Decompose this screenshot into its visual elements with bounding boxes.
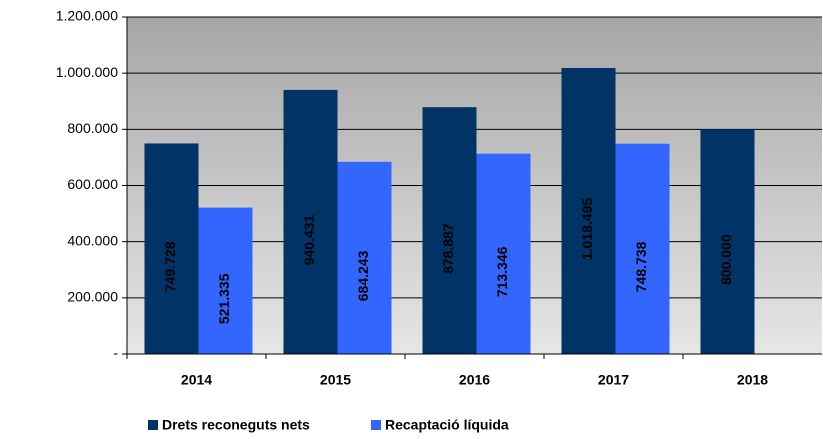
legend-swatch (148, 420, 158, 430)
value-label: 684.243 (355, 250, 371, 301)
bar (615, 143, 670, 354)
bar (561, 67, 616, 354)
value-label: 749.728 (162, 241, 178, 292)
value-label: 1.018.495 (579, 198, 595, 260)
y-tick-label: 200.000 (67, 289, 118, 305)
bar (422, 107, 477, 355)
legend-label: Recaptació líquida (385, 417, 509, 433)
legend-swatch (371, 420, 381, 430)
value-label: 940.431 (301, 214, 317, 265)
y-tick-label: 800.000 (67, 120, 118, 136)
y-tick-label: 1.200.000 (56, 8, 118, 24)
bar (283, 89, 338, 354)
bar (144, 143, 199, 354)
value-label: 713.346 (494, 246, 510, 297)
y-tick-label: - (113, 345, 118, 361)
y-tick-label: 600.000 (67, 176, 118, 192)
x-tick-label: 2014 (181, 372, 212, 388)
y-tick-label: 1.000.000 (56, 64, 118, 80)
x-tick-label: 2016 (459, 372, 490, 388)
value-label: 878.887 (440, 223, 456, 274)
x-tick-label: 2017 (598, 372, 629, 388)
value-label: 800.000 (718, 234, 734, 285)
value-label: 748.738 (633, 241, 649, 292)
x-tick-label: 2015 (320, 372, 351, 388)
x-tick-label: 2018 (737, 372, 768, 388)
bar (476, 153, 531, 354)
legend-label: Drets reconeguts nets (162, 417, 310, 433)
bar (700, 129, 755, 354)
bar (198, 207, 253, 354)
bar (337, 161, 392, 354)
y-tick-label: 400.000 (67, 232, 118, 248)
value-label: 521.335 (216, 273, 232, 324)
